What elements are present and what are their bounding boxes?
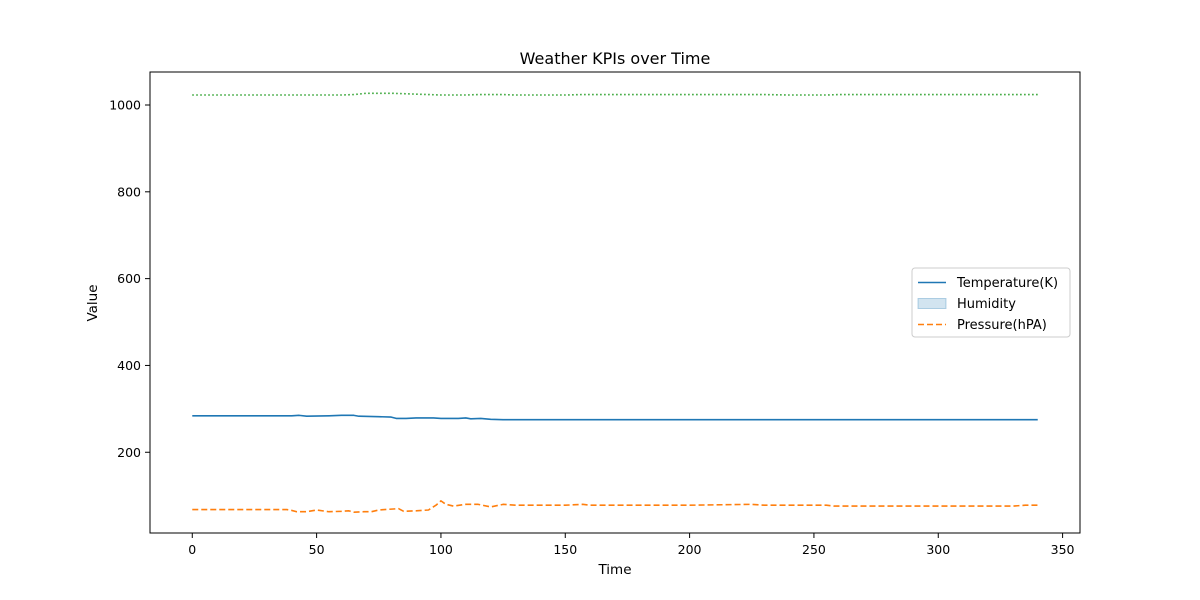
- y-tick-label: 400: [117, 358, 141, 373]
- legend-box: [911, 267, 1071, 338]
- x-axis: 0 50 100 150 200 250 300 350: [188, 533, 1075, 557]
- series-line-2: [192, 500, 1038, 513]
- legend-label: Humidity: [957, 297, 1016, 312]
- plot-frame: [149, 71, 1081, 534]
- chart-title: Weather KPIs over Time: [520, 49, 711, 68]
- series-line-3: [192, 92, 1038, 96]
- y-tick-label: 200: [117, 445, 141, 460]
- plot-area: [192, 92, 1038, 513]
- y-axis: 200 400 600 800 1000: [109, 97, 150, 460]
- x-tick-label: 350: [1051, 542, 1075, 557]
- y-tick-label: 1000: [109, 97, 141, 112]
- x-tick-label: 150: [553, 542, 577, 557]
- legend-label: Temperature(K): [956, 276, 1058, 291]
- x-axis-label: Time: [597, 562, 631, 578]
- x-tick-label: 250: [802, 542, 826, 557]
- legend-label: Pressure(hPA): [957, 318, 1047, 333]
- x-tick-label: 0: [188, 542, 196, 557]
- legend-swatch: [917, 298, 947, 309]
- series-line-0: [192, 414, 1038, 421]
- y-axis-label: Value: [85, 284, 101, 321]
- y-tick-label: 600: [117, 271, 141, 286]
- x-tick-label: 50: [309, 542, 325, 557]
- x-tick-label: 100: [429, 542, 453, 557]
- legend: Temperature(K) Humidity Pressure(hPA): [911, 267, 1071, 338]
- y-tick-label: 800: [117, 184, 141, 199]
- x-tick-label: 200: [678, 542, 702, 557]
- x-tick-label: 300: [926, 542, 950, 557]
